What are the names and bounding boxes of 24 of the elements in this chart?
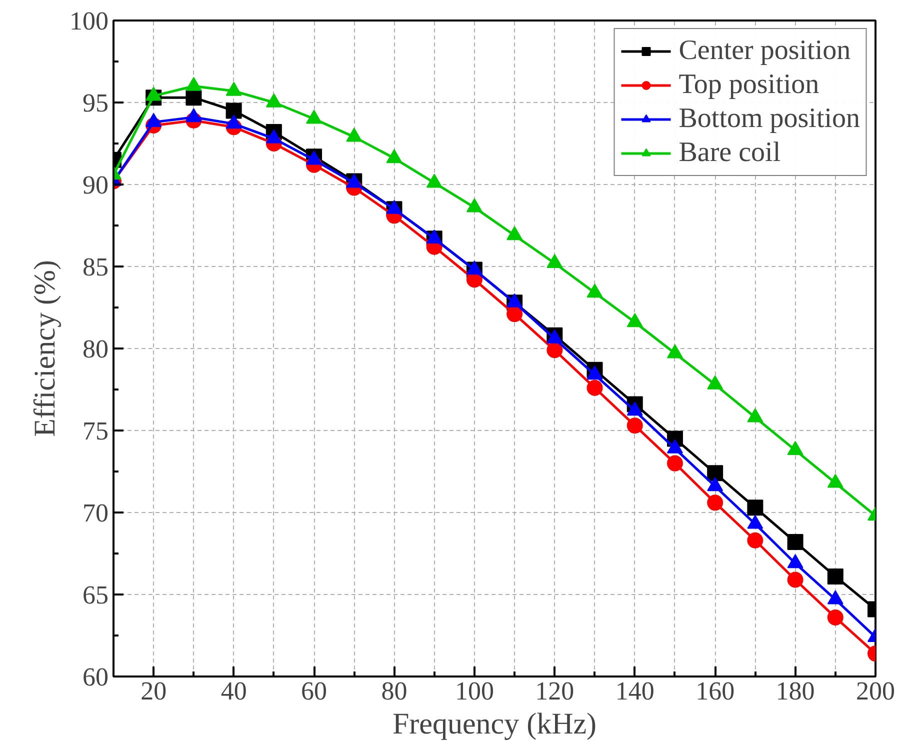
x-tick-label: 20 [140, 676, 167, 706]
legend-label: Bottom position [678, 103, 860, 135]
x-axis-title: Frequency (kHz) [392, 708, 597, 740]
y-tick-label: 100 [70, 6, 108, 36]
legend-label: Center position [678, 35, 851, 67]
y-axis-title: Efficiency (%) [28, 260, 62, 437]
legend-label: Top position [678, 69, 820, 101]
x-tick-label: 200 [856, 676, 895, 706]
x-tick-label: 180 [776, 676, 815, 706]
y-tick-label: 85 [82, 252, 108, 282]
x-tick-label: 120 [535, 676, 574, 706]
y-tick-label: 80 [82, 334, 108, 364]
y-tick-label: 65 [82, 580, 108, 610]
x-tick-label: 80 [381, 676, 408, 706]
x-tick-label: 160 [696, 676, 735, 706]
x-tick-label: 140 [615, 676, 654, 706]
y-tick-label: 70 [82, 498, 108, 528]
legend-label: Bare coil [678, 137, 781, 169]
x-tick-label: 60 [301, 676, 328, 706]
y-tick-label: 90 [82, 170, 108, 200]
x-tick-label: 100 [454, 676, 494, 706]
y-tick-label: 75 [82, 416, 108, 446]
x-tick-label: 40 [220, 676, 247, 706]
y-tick-label: 95 [82, 88, 108, 118]
